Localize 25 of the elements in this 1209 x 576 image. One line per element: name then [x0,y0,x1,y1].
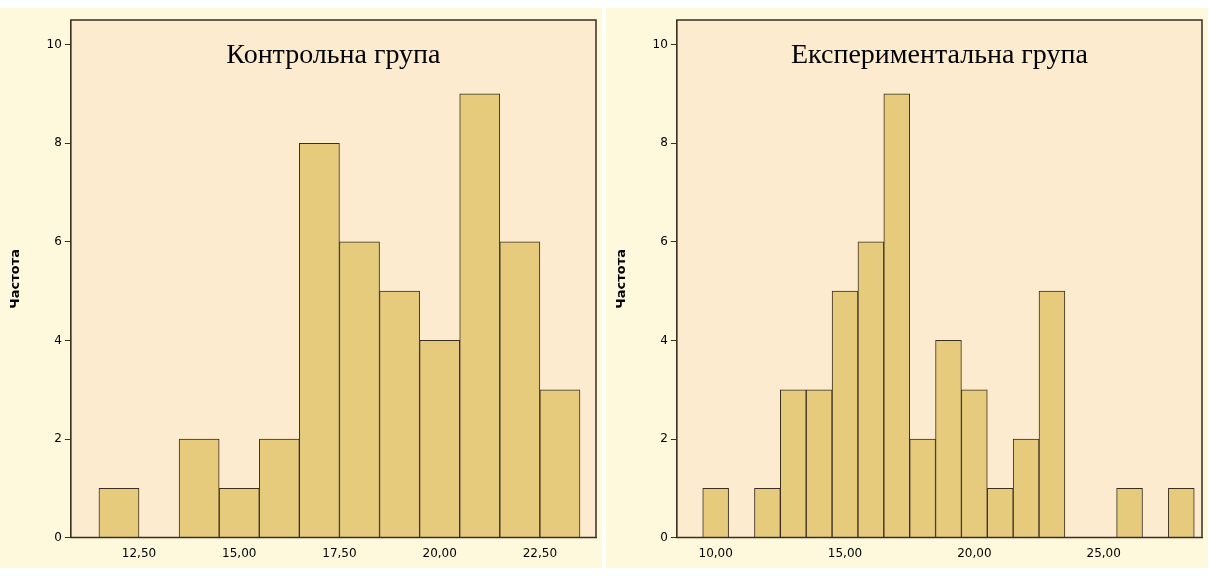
y-tick-label: 0 [660,529,668,544]
y-tick-label: 6 [54,233,62,248]
y-tick-label: 0 [54,529,62,544]
x-tick-label: 15,00 [222,545,257,560]
y-tick-label: 8 [54,135,62,150]
x-tick-label: 20,00 [957,545,992,560]
y-tick-label: 2 [660,431,668,446]
x-tick-label: 20,00 [422,545,457,560]
x-tick-label: 22,50 [522,545,558,560]
y-tick-label: 2 [54,431,62,446]
text: Контрольна група [226,38,442,70]
x-tick-label: 10,00 [698,545,733,560]
x-tick-label: 12,50 [121,545,157,560]
x-tick-label: 15,00 [827,545,863,560]
y-tick-label: 8 [660,135,668,150]
y-tick-label: 10 [46,36,62,51]
x-tick-label: 25,00 [1086,545,1121,560]
y-tick-label: 4 [660,332,668,347]
x-tick-label: 17,50 [322,545,357,560]
y-axis-title: Частота [613,248,629,309]
y-tick-label: 10 [652,36,668,51]
y-tick-label: 4 [54,332,62,347]
text: Експериментальна група [790,38,1089,70]
y-tick-label: 6 [660,233,668,248]
y-axis-title: Частота [7,248,23,309]
